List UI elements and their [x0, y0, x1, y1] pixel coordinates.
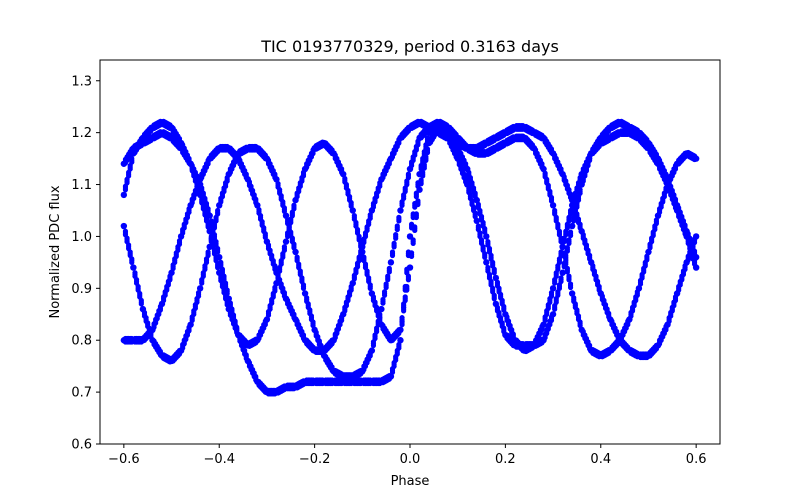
y-axis-label: Normalized PDC flux: [48, 185, 63, 318]
y-tick-label: 0.6: [71, 438, 92, 453]
data-point: [645, 248, 652, 256]
x-axis-label: Phase: [391, 474, 430, 489]
y-tick-label: 0.8: [71, 334, 92, 349]
data-point: [397, 337, 404, 344]
x-axis-ticks: −0.6 −0.4 −0.2 0.0 0.2 0.4 0.6: [108, 444, 706, 467]
data-point: [559, 269, 566, 276]
x-tick-label: −0.6: [108, 452, 140, 467]
data-points: [120, 118, 700, 397]
data-point: [549, 202, 557, 209]
data-point: [473, 217, 480, 225]
dense-point-band: [122, 118, 698, 397]
x-tick-label: −0.4: [203, 452, 235, 467]
x-tick-label: −0.2: [299, 452, 331, 467]
data-point: [282, 212, 290, 219]
y-tick-label: 1.1: [71, 178, 92, 193]
y-tick-label: 1.3: [71, 74, 92, 89]
data-point: [568, 222, 576, 230]
data-point: [483, 259, 490, 266]
x-tick-label: 0.4: [590, 452, 611, 467]
data-point: [492, 274, 500, 282]
chart-title: TIC 0193770329, period 0.3163 days: [260, 37, 559, 56]
data-point: [130, 264, 137, 271]
y-tick-label: 0.9: [71, 282, 92, 297]
y-tick-label: 1.0: [71, 230, 92, 245]
data-point: [282, 238, 290, 245]
data-point: [349, 207, 356, 214]
data-point: [120, 222, 128, 230]
y-axis-ticks: 0.6 0.7 0.8 0.9 1.0 1.1 1.2 1.3: [71, 74, 100, 453]
y-tick-label: 0.7: [71, 386, 92, 401]
x-tick-label: 0.0: [400, 452, 421, 467]
data-point: [568, 290, 576, 297]
x-tick-label: 0.6: [686, 452, 707, 467]
data-point: [559, 243, 566, 251]
data-point: [301, 290, 309, 297]
y-tick-label: 1.2: [71, 126, 92, 141]
data-point: [397, 207, 404, 214]
data-point: [483, 233, 490, 240]
data-point: [292, 248, 299, 256]
data-point: [120, 191, 128, 199]
x-tick-label: 0.2: [495, 452, 516, 467]
data-point: [549, 285, 557, 292]
data-point: [387, 259, 395, 266]
data-point: [196, 285, 204, 292]
